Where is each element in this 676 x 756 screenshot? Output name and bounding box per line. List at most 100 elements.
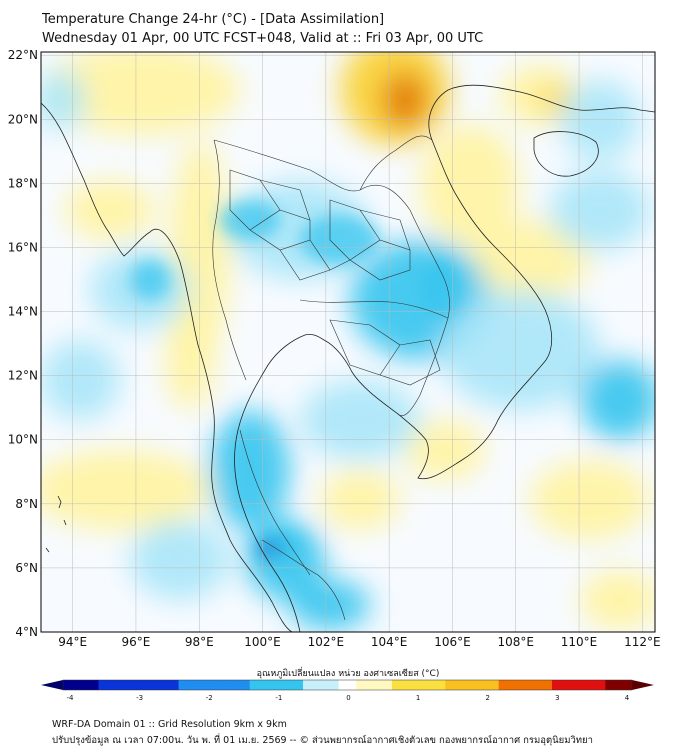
colorbar-segment <box>187 680 197 690</box>
colorbar-segment <box>454 680 464 690</box>
temperature-blob <box>290 580 370 630</box>
province-borders <box>212 135 450 621</box>
colorbar-segment <box>160 680 171 690</box>
temperature-blob <box>560 80 640 160</box>
temperature-blob <box>420 125 520 245</box>
lat-tick-label: 10°N <box>8 433 38 447</box>
footer-model-info: WRF-DA Domain 01 :: Grid Resolution 9km … <box>52 719 287 730</box>
colorbar-tick-label: -1 <box>275 694 282 702</box>
map-plot-area <box>41 52 655 632</box>
coastline-myanmar <box>41 102 293 632</box>
coastlines <box>41 84 655 632</box>
temperature-blob <box>530 460 650 540</box>
lon-tick-label: 96°E <box>122 635 151 649</box>
colorbar-segment <box>480 680 491 690</box>
temperature-blob <box>41 450 210 530</box>
temperature-field <box>41 52 655 630</box>
lat-tick-label: 8°N <box>15 497 38 511</box>
lat-tick-label: 12°N <box>8 369 38 383</box>
colorbar-segment <box>560 680 571 690</box>
colorbar-segment <box>534 680 544 690</box>
colorbar-segment <box>223 680 233 690</box>
colorbar-segment <box>436 680 446 690</box>
lat-tick-label: 18°N <box>8 176 38 190</box>
colorbar-segment <box>240 680 251 690</box>
border-thailand-laos <box>213 139 450 319</box>
colorbar-segment <box>196 680 206 690</box>
colorbar-segment <box>205 680 215 690</box>
colorbar-segment <box>231 680 242 690</box>
colorbar-segment <box>596 680 606 690</box>
colorbar-segment <box>471 680 482 690</box>
lon-tick-label: 102°E <box>308 635 345 649</box>
temperature-blob <box>383 72 427 128</box>
colorbar-segment <box>427 680 437 690</box>
colorbar-segment <box>365 680 375 690</box>
colorbar-segment <box>516 680 526 690</box>
colorbar-segment <box>400 680 411 690</box>
colorbar-segment <box>525 680 535 690</box>
colorbar-tick-label: 0 <box>346 694 350 702</box>
temperature-blob <box>440 290 600 410</box>
colorbar-segment <box>267 680 277 690</box>
temperature-blob <box>130 520 230 600</box>
colorbar-segment <box>605 680 615 690</box>
provinces-cambodia <box>329 319 441 386</box>
temperature-blob <box>130 260 170 300</box>
latitude-labels: 22°N 20°N 18°N 16°N 14°N 12°N 10°N 8°N 6°N 4°N <box>8 48 38 639</box>
lon-tick-label: 100°E <box>244 635 281 649</box>
coastline-south-china <box>519 91 655 113</box>
temperature-blob <box>65 180 155 240</box>
colorbar-segment <box>276 680 286 690</box>
lon-tick-label: 106°E <box>434 635 471 649</box>
colorbar-segment <box>107 680 117 690</box>
border-thailand-cambodia <box>299 299 449 319</box>
colorbar-frame <box>62 679 633 691</box>
colorbar-segment <box>489 680 500 690</box>
colorbar-segment <box>116 680 126 690</box>
colorbar-segment <box>258 680 268 690</box>
temperature-blob <box>580 570 655 630</box>
lon-tick-label: 104°E <box>371 635 408 649</box>
temperature-blob <box>41 70 85 130</box>
colorbar-ticks: -4 -3 -2 -1 0 1 2 3 4 <box>67 694 630 702</box>
coastline-gulf-east <box>323 84 552 480</box>
colorbar-segment <box>303 680 313 690</box>
colorbar-segment <box>311 680 322 690</box>
colorbar-segment <box>614 680 624 690</box>
border-thailand-myanmar <box>212 139 247 381</box>
colorbar-max-extend <box>632 680 654 690</box>
lat-lon-grid <box>41 52 655 632</box>
colorbar-segment <box>409 680 420 690</box>
colorbar-segment <box>463 680 473 690</box>
colorbar-segment <box>391 680 402 690</box>
colorbar-segment <box>80 680 91 690</box>
colorbar-segment <box>507 680 517 690</box>
lat-tick-label: 4°N <box>15 625 38 639</box>
colorbar-segment <box>169 680 179 690</box>
colorbar-segment <box>374 680 384 690</box>
footer-update-info: ปรับปรุงข้อมูล ณ เวลา 07:00น. วัน พ. ที่… <box>52 735 593 746</box>
colorbar-tick-label: 4 <box>625 694 630 702</box>
colorbar-segment <box>320 680 331 690</box>
colorbar <box>41 679 654 691</box>
colorbar-segment <box>578 680 588 690</box>
colorbar-segment <box>143 680 153 690</box>
temperature-blob <box>41 340 120 420</box>
colorbar-label: อุณหภูมิเปลี่ยนแปลง หน่วย องศาเซลเซียส (… <box>257 666 440 679</box>
colorbar-segment <box>383 680 393 690</box>
lat-tick-label: 14°N <box>8 305 38 319</box>
temperature-blob <box>41 52 240 135</box>
colorbar-segment <box>445 680 455 690</box>
lon-tick-label: 112°E <box>624 635 661 649</box>
temperature-blob <box>258 531 302 559</box>
temperature-blob <box>300 380 420 460</box>
colorbar-tick-label: -2 <box>206 694 213 702</box>
colorbar-segment <box>285 680 295 690</box>
chart-title: Temperature Change 24-hr (°C) - [Data As… <box>42 12 385 27</box>
colorbar-segment <box>329 680 340 690</box>
colorbar-min-extend <box>41 680 63 690</box>
colorbar-segment <box>134 680 144 690</box>
border-peninsula <box>239 429 311 576</box>
temperature-blob <box>550 170 650 250</box>
